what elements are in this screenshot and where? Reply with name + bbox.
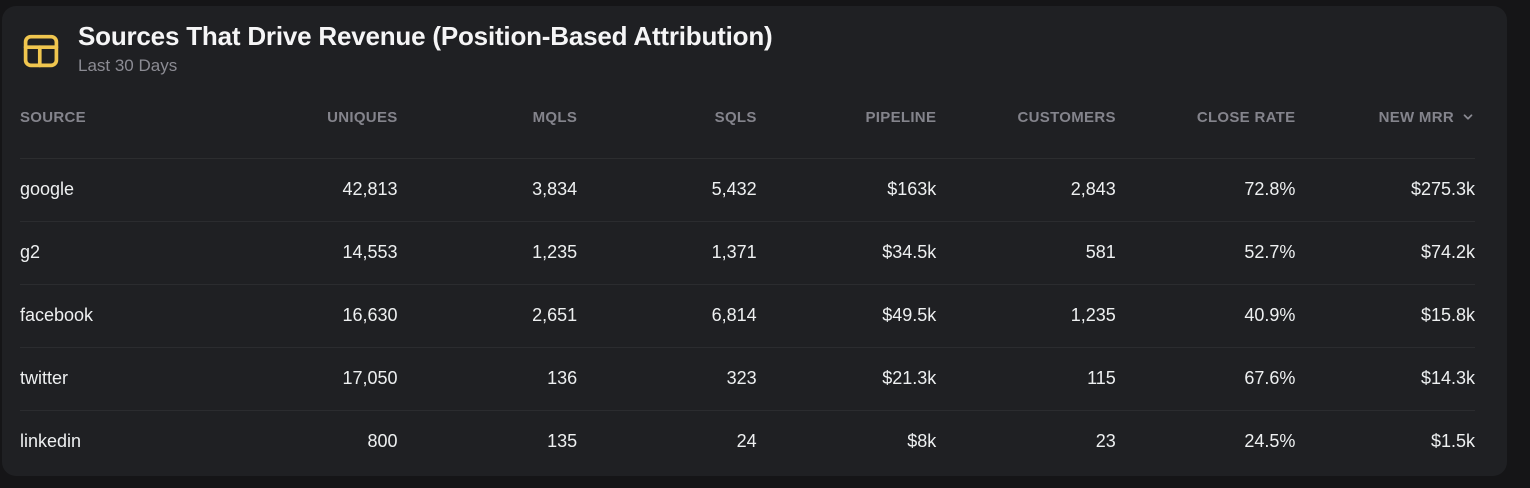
cell-sqls: 24 bbox=[736, 431, 757, 452]
cell-new-mrr: $15.8k bbox=[1295, 284, 1475, 348]
card-header: Sources That Drive Revenue (Position-Bas… bbox=[2, 6, 1507, 78]
table-row[interactable]: facebook 16,630 2,651 6,814 $49.5k 1,235… bbox=[20, 284, 1475, 348]
cell-close-rate: 67.6% bbox=[1115, 347, 1296, 411]
cell-uniques: 800 bbox=[367, 431, 398, 452]
card-subtitle: Last 30 Days bbox=[78, 56, 178, 75]
cell-sqls: 1,371 bbox=[577, 221, 757, 285]
cell-close-rate: 52.7% bbox=[1115, 221, 1296, 285]
column-header-uniques[interactable]: UNIQUES bbox=[218, 78, 398, 159]
cell-uniques: 42,813 bbox=[218, 158, 398, 222]
cell-customers: 581 bbox=[936, 221, 1116, 285]
cell-close-rate: 72.8% bbox=[1115, 158, 1296, 222]
column-header-source[interactable]: SOURCE bbox=[20, 78, 218, 159]
column-header-sqls[interactable]: SQLS bbox=[577, 78, 757, 159]
card-title: Sources That Drive Revenue (Position-Bas… bbox=[78, 21, 773, 51]
cell-sqls: 5,432 bbox=[577, 158, 757, 222]
cell-uniques: 17,050 bbox=[218, 347, 398, 411]
chevron-down-icon bbox=[1461, 110, 1475, 128]
cell-customers: 2,843 bbox=[936, 158, 1116, 222]
cell-mqls: 1,235 bbox=[397, 221, 578, 285]
table-row[interactable]: twitter 17,050 136 323 $21.3k 115 67.6% … bbox=[20, 347, 1475, 411]
column-header-pipeline[interactable]: PIPELINE bbox=[756, 78, 937, 159]
cell-customers: 23 bbox=[1095, 431, 1116, 452]
cell-mqls: 3,834 bbox=[397, 158, 578, 222]
cell-source: linkedin bbox=[20, 431, 82, 452]
cell-pipeline: $34.5k bbox=[756, 221, 937, 285]
cell-source: g2 bbox=[20, 221, 218, 285]
cell-close-rate: 24.5% bbox=[1244, 431, 1296, 452]
cell-source: twitter bbox=[20, 347, 218, 411]
title-block: Sources That Drive Revenue (Position-Bas… bbox=[78, 21, 773, 78]
column-header-customers[interactable]: CUSTOMERS bbox=[936, 78, 1116, 159]
cell-sqls: 323 bbox=[577, 347, 757, 411]
table-row[interactable]: linkedin 800 135 24 $8k 23 24.5% $1.5k bbox=[20, 410, 1475, 473]
column-header-close-rate[interactable]: CLOSE RATE bbox=[1115, 78, 1296, 159]
cell-close-rate: 40.9% bbox=[1115, 284, 1296, 348]
cell-new-mrr: $1.5k bbox=[1430, 431, 1475, 452]
column-header-new-mrr[interactable]: NEW MRR bbox=[1295, 78, 1475, 159]
cell-source: facebook bbox=[20, 284, 218, 348]
column-header-mqls[interactable]: MQLS bbox=[397, 78, 578, 159]
cell-mqls: 135 bbox=[547, 431, 578, 452]
cell-pipeline: $8k bbox=[907, 431, 937, 452]
cell-mqls: 2,651 bbox=[397, 284, 578, 348]
cell-customers: 1,235 bbox=[936, 284, 1116, 348]
table-row[interactable]: g2 14,553 1,235 1,371 $34.5k 581 52.7% $… bbox=[20, 221, 1475, 285]
table-row[interactable]: google 42,813 3,834 5,432 $163k 2,843 72… bbox=[20, 158, 1475, 222]
cell-customers: 115 bbox=[936, 347, 1116, 411]
attribution-table-wrap: SOURCE UNIQUES MQLS SQLS PIPELINE CUSTOM… bbox=[2, 78, 1507, 473]
cell-pipeline: $21.3k bbox=[756, 347, 937, 411]
cell-uniques: 16,630 bbox=[218, 284, 398, 348]
cell-new-mrr: $275.3k bbox=[1295, 158, 1475, 222]
cell-new-mrr: $74.2k bbox=[1295, 221, 1475, 285]
revenue-sources-card: Sources That Drive Revenue (Position-Bas… bbox=[2, 6, 1507, 476]
table-icon bbox=[20, 30, 62, 72]
cell-sqls: 6,814 bbox=[577, 284, 757, 348]
cell-new-mrr: $14.3k bbox=[1295, 347, 1475, 411]
table-header-row: SOURCE UNIQUES MQLS SQLS PIPELINE CUSTOM… bbox=[20, 78, 1475, 159]
cell-source: google bbox=[20, 158, 218, 222]
cell-pipeline: $49.5k bbox=[756, 284, 937, 348]
column-header-new-mrr-label: NEW MRR bbox=[1378, 109, 1454, 127]
cell-pipeline: $163k bbox=[756, 158, 937, 222]
cell-uniques: 14,553 bbox=[218, 221, 398, 285]
cell-mqls: 136 bbox=[397, 347, 578, 411]
attribution-table: SOURCE UNIQUES MQLS SQLS PIPELINE CUSTOM… bbox=[20, 78, 1475, 473]
